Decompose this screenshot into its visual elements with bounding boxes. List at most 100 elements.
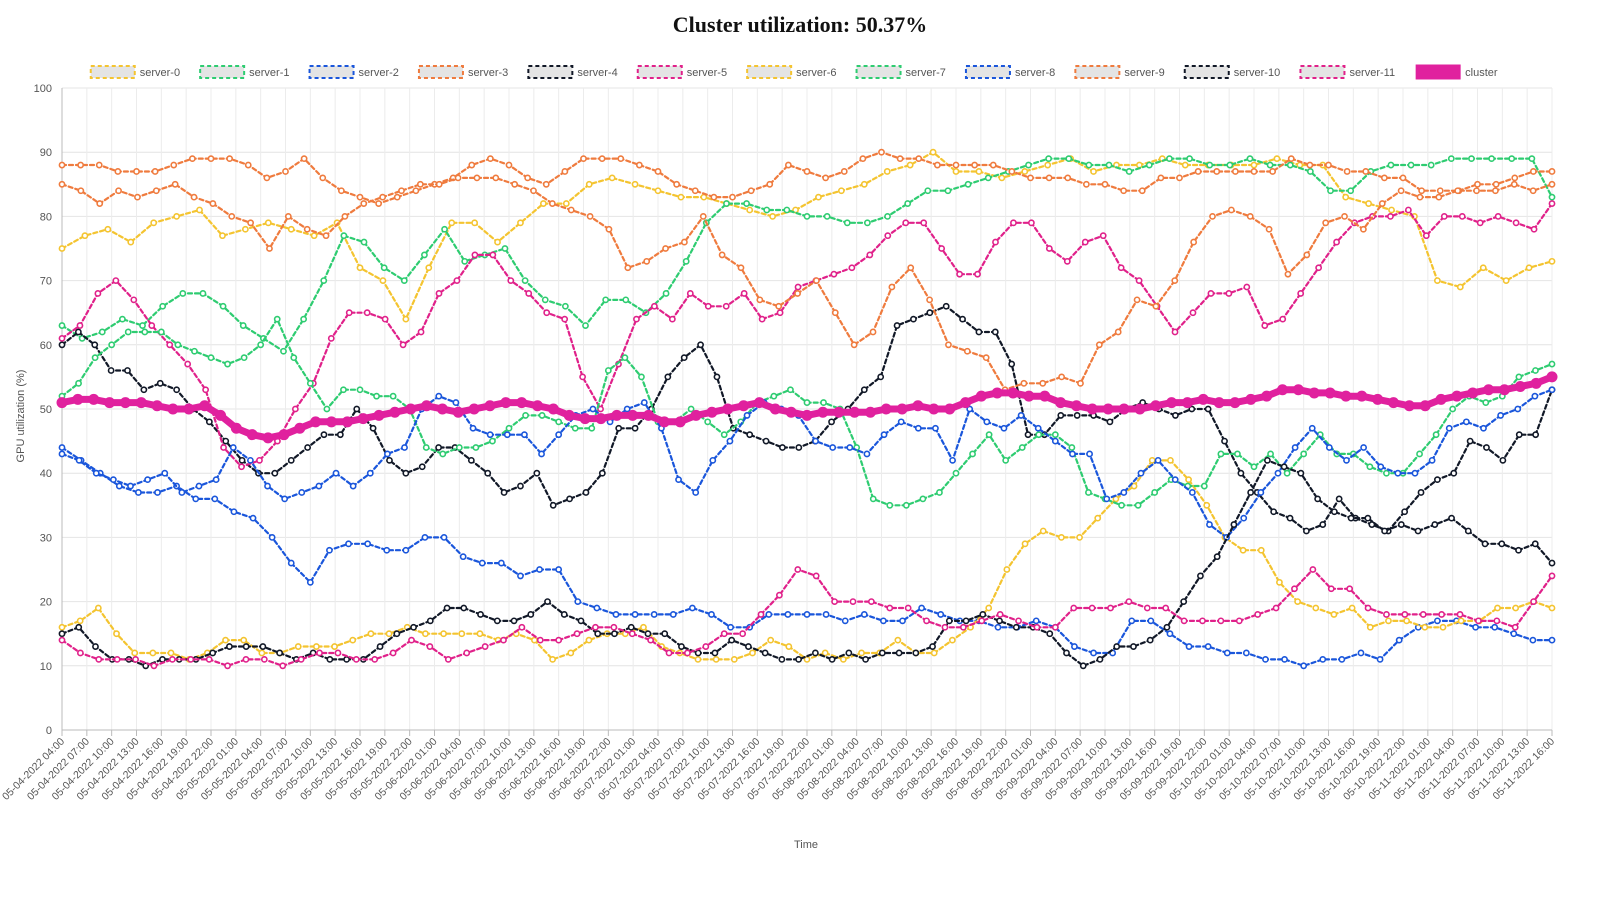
point-server-7 xyxy=(588,424,596,432)
point-server-10 xyxy=(1146,636,1154,644)
point-server-8 xyxy=(366,469,374,477)
point-server-10 xyxy=(1347,514,1355,522)
point-server-3 xyxy=(1436,187,1444,195)
point-server-2 xyxy=(1204,643,1212,650)
point-server-11 xyxy=(168,655,176,663)
legend-item-server-9[interactable]: server-9 xyxy=(1074,65,1165,79)
series-layer xyxy=(56,148,1558,670)
point-server-6 xyxy=(930,649,938,657)
point-server-8 xyxy=(692,489,700,496)
legend-item-server-10[interactable]: server-10 xyxy=(1183,65,1280,79)
point-server-7 xyxy=(1234,450,1241,458)
point-server-10 xyxy=(1397,521,1405,528)
point-server-4 xyxy=(549,501,557,509)
point-server-7 xyxy=(75,379,82,387)
point-server-9 xyxy=(1322,219,1330,227)
point-server-8 xyxy=(914,424,922,432)
legend-item-server-7[interactable]: server-7 xyxy=(855,65,946,79)
point-server-1 xyxy=(1186,155,1193,163)
point-cluster xyxy=(1324,387,1336,399)
point-server-4 xyxy=(107,367,115,374)
legend-item-server-5[interactable]: server-5 xyxy=(636,65,727,79)
legend-item-server-8[interactable]: server-8 xyxy=(964,65,1055,79)
point-server-7 xyxy=(1134,501,1142,509)
series-cluster xyxy=(56,371,1558,444)
point-server-7 xyxy=(157,328,165,336)
point-server-4 xyxy=(467,456,475,464)
point-server-4 xyxy=(1057,412,1065,419)
point-cluster xyxy=(1055,397,1067,409)
point-server-7 xyxy=(91,354,99,362)
point-server-8 xyxy=(949,456,956,464)
point-server-9 xyxy=(1227,206,1235,214)
legend-item-server-2[interactable]: server-2 xyxy=(308,65,399,79)
point-server-5 xyxy=(291,405,299,413)
point-server-8 xyxy=(1343,456,1350,464)
point-cluster xyxy=(563,409,575,421)
point-cluster xyxy=(373,409,385,421)
point-server-8 xyxy=(264,482,271,490)
point-server-3 xyxy=(114,168,122,175)
point-server-2 xyxy=(287,559,295,567)
point-server-5 xyxy=(633,315,640,323)
point-server-1 xyxy=(421,251,428,259)
point-server-10 xyxy=(1096,655,1104,663)
point-cluster xyxy=(1261,390,1273,402)
point-server-5 xyxy=(1530,225,1538,233)
point-server-5 xyxy=(956,270,963,278)
point-server-2 xyxy=(1357,649,1365,657)
point-server-5 xyxy=(597,405,604,413)
point-server-6 xyxy=(749,649,756,657)
point-server-2 xyxy=(1319,655,1327,663)
legend-item-server-1[interactable]: server-1 xyxy=(199,65,289,79)
point-server-7 xyxy=(108,341,116,349)
point-server-4 xyxy=(320,431,328,439)
point-server-5 xyxy=(1189,309,1197,317)
point-server-9 xyxy=(643,257,651,265)
point-server-1 xyxy=(58,322,66,329)
legend-item-cluster[interactable]: cluster xyxy=(1415,64,1498,80)
point-server-7 xyxy=(1200,482,1208,490)
legend-item-server-0[interactable]: server-0 xyxy=(89,65,180,79)
point-server-0 xyxy=(1479,264,1487,272)
point-server-9 xyxy=(1171,277,1179,284)
point-server-10 xyxy=(912,649,920,657)
point-server-3 xyxy=(878,148,885,156)
legend-item-server-6[interactable]: server-6 xyxy=(746,65,836,79)
point-server-9 xyxy=(737,264,745,272)
point-server-7 xyxy=(1018,444,1026,451)
point-server-3 xyxy=(524,174,532,182)
point-server-6 xyxy=(585,636,593,644)
point-server-6 xyxy=(367,630,375,638)
point-server-0 xyxy=(906,161,914,169)
point-server-4 xyxy=(631,424,639,432)
point-server-2 xyxy=(1338,655,1346,663)
point-server-7 xyxy=(174,341,182,349)
point-server-6 xyxy=(476,630,484,638)
point-cluster xyxy=(642,409,654,421)
point-server-0 xyxy=(241,225,249,233)
point-server-5 xyxy=(974,270,981,278)
point-server-0 xyxy=(517,219,524,227)
point-server-1 xyxy=(1125,168,1133,175)
series-server-9 xyxy=(58,174,1556,394)
point-server-2 xyxy=(688,604,696,612)
point-server-0 xyxy=(929,148,937,156)
legend-item-server-4[interactable]: server-4 xyxy=(527,65,618,79)
point-server-3 xyxy=(561,168,569,175)
point-server-11 xyxy=(76,649,84,657)
point-server-3 xyxy=(226,155,234,163)
point-server-2 xyxy=(1242,649,1250,657)
legend-label: server-5 xyxy=(687,67,727,79)
legend-item-server-11[interactable]: server-11 xyxy=(1299,65,1395,79)
point-server-11 xyxy=(1456,611,1464,618)
point-cluster xyxy=(706,406,718,418)
point-server-3 xyxy=(933,161,941,169)
point-server-4 xyxy=(697,341,704,349)
point-server-3 xyxy=(1548,168,1556,175)
point-server-2 xyxy=(822,611,830,618)
legend-item-server-3[interactable]: server-3 xyxy=(417,65,508,79)
point-server-8 xyxy=(1462,418,1470,426)
point-server-6 xyxy=(58,623,66,631)
point-cluster xyxy=(991,387,1003,399)
